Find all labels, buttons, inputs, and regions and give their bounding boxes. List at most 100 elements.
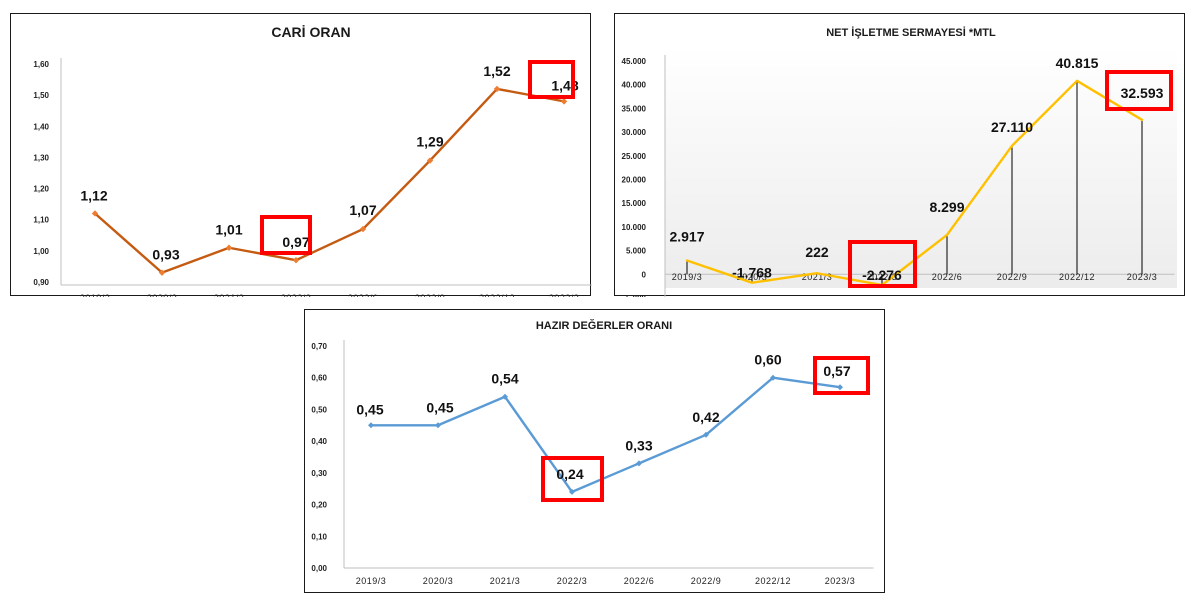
chart-net-isletme-sermayesi-svg: NET İŞLETME SERMAYESİ *MTL -5.000 0 5.000 1… — [622, 26, 1177, 297]
x-tick-label: 2022/9 — [415, 293, 446, 297]
y-tick-label: 10.000 — [622, 223, 647, 232]
y-tick-label: 0,50 — [311, 405, 327, 414]
data-label: -1.768 — [732, 265, 772, 281]
y-tick-label: 25.000 — [622, 152, 647, 161]
data-point — [837, 384, 843, 391]
chart-hazir-degerler-orani: HAZIR DEĞERLER ORANI 0,00 0,10 0,20 0,30 0,4… — [304, 309, 885, 593]
x-tick-label: 2023/3 — [549, 293, 580, 297]
data-label: 0,24 — [556, 466, 583, 482]
series-line — [369, 376, 842, 494]
data-label: 222 — [805, 244, 829, 260]
data-label: -2.276 — [862, 267, 902, 283]
x-tick-label: 2022/12 — [1059, 272, 1095, 282]
y-tick-label: 0,40 — [311, 437, 327, 446]
data-point — [560, 98, 568, 105]
y-tick-label: 5.000 — [626, 247, 647, 256]
data-point — [225, 244, 233, 251]
data-point — [636, 460, 642, 467]
data-label: 0,42 — [692, 409, 719, 425]
x-tick-label: 2020/3 — [423, 576, 454, 586]
data-point — [359, 225, 367, 233]
highlight-box — [848, 240, 917, 288]
x-tick-label: 2020/3 — [147, 293, 178, 297]
x-tick-label: 2019/3 — [672, 272, 703, 282]
data-point — [435, 422, 441, 429]
x-tick-label: 2023/3 — [1127, 272, 1158, 282]
data-label: 0,97 — [282, 234, 309, 250]
y-tick-label: -5.000 — [623, 294, 646, 297]
data-label: 1,29 — [416, 134, 443, 150]
y-tick-label: 1,20 — [33, 185, 49, 194]
x-tick-label: 2021/3 — [802, 272, 833, 282]
data-label: 8.299 — [929, 199, 964, 215]
data-point — [292, 257, 300, 264]
y-tick-label: 1,50 — [33, 91, 49, 100]
x-tick-label: 2019/3 — [356, 576, 387, 586]
y-tick-label: 1,60 — [33, 60, 49, 69]
data-label: 40.815 — [1056, 55, 1099, 71]
y-tick-label: 15.000 — [622, 199, 647, 208]
data-label: 1,12 — [80, 187, 107, 203]
highlight-box — [1105, 70, 1173, 111]
x-tick-label: 2022/9 — [691, 576, 722, 586]
data-label: 0,93 — [152, 247, 179, 263]
data-point — [493, 85, 501, 93]
series-line — [93, 87, 566, 274]
y-tick-label: 40.000 — [622, 81, 647, 90]
y-tick-label: 0,00 — [311, 564, 327, 573]
x-tick-label: 2022/12 — [479, 293, 515, 297]
x-tick-label: 2022/3 — [557, 576, 588, 586]
data-label: 1,01 — [215, 222, 242, 238]
data-label: 0,33 — [625, 437, 652, 453]
plot-background — [665, 46, 1177, 288]
y-tick-label: 0,10 — [311, 532, 327, 541]
highlight-box — [541, 456, 604, 502]
data-label: 0,57 — [823, 363, 850, 379]
highlight-box — [813, 356, 870, 395]
x-tick-label: 2022/12 — [755, 576, 791, 586]
y-tick-label: 35.000 — [622, 104, 647, 113]
data-label: 1,07 — [349, 202, 376, 218]
data-label: 0,45 — [426, 399, 453, 415]
y-tick-label: 0,20 — [311, 501, 327, 510]
data-label: 0,54 — [491, 371, 518, 387]
data-point — [91, 210, 99, 217]
y-tick-label: 0,70 — [311, 342, 327, 351]
data-label: 27.110 — [991, 119, 1033, 135]
y-tick-label: 20.000 — [622, 176, 647, 185]
chart-title: NET İŞLETME SERMAYESİ *MTL — [826, 26, 996, 39]
x-tick-label: 2021/3 — [214, 293, 245, 297]
y-tick-label: 0,90 — [33, 278, 49, 287]
chart-cari-oran-svg: CARİ ORAN 0,90 1,00 1,10 1,20 1,30 1,40 1,50 1,… — [33, 24, 592, 297]
chart-cari-oran: CARİ ORAN 0,90 1,00 1,10 1,20 1,30 1,40 1,50 1,… — [10, 13, 592, 297]
data-point — [703, 431, 709, 438]
data-point — [502, 393, 508, 400]
x-tick-label: 2022/6 — [624, 576, 655, 586]
chart-net-isletme-sermayesi: NET İŞLETME SERMAYESİ *MTL -5.000 0 5.000 1… — [614, 13, 1185, 297]
data-label: 1,52 — [483, 63, 510, 79]
x-tick-label: 2022/9 — [997, 272, 1028, 282]
data-point — [569, 488, 575, 495]
highlight-box — [260, 215, 312, 255]
x-tick-label: 2019/3 — [80, 293, 111, 297]
chart-hazir-degerler-orani-svg: HAZIR DEĞERLER ORANI 0,00 0,10 0,20 0,30 0,4… — [311, 319, 874, 586]
y-tick-label: 45.000 — [622, 57, 647, 66]
y-tick-label: 30.000 — [622, 128, 647, 137]
x-tick-label: 2022/6 — [932, 272, 963, 282]
data-point — [368, 422, 374, 429]
highlight-box — [528, 60, 575, 99]
y-tick-label: 1,40 — [33, 122, 49, 131]
data-label: 0,45 — [356, 401, 383, 417]
y-tick-label: 1,10 — [33, 216, 49, 225]
data-point — [426, 157, 434, 164]
data-label: 0,60 — [754, 352, 781, 368]
y-tick-label: 1,30 — [33, 153, 49, 162]
y-tick-label: 0,60 — [311, 374, 327, 383]
x-tick-label: 2022/3 — [281, 293, 312, 297]
x-tick-label: 2022/6 — [348, 293, 379, 297]
data-point — [158, 269, 166, 276]
y-tick-label: 0 — [642, 270, 647, 279]
x-tick-label: 2021/3 — [490, 576, 521, 586]
chart-title: HAZIR DEĞERLER ORANI — [536, 319, 672, 332]
y-tick-label: 1,00 — [33, 247, 49, 256]
